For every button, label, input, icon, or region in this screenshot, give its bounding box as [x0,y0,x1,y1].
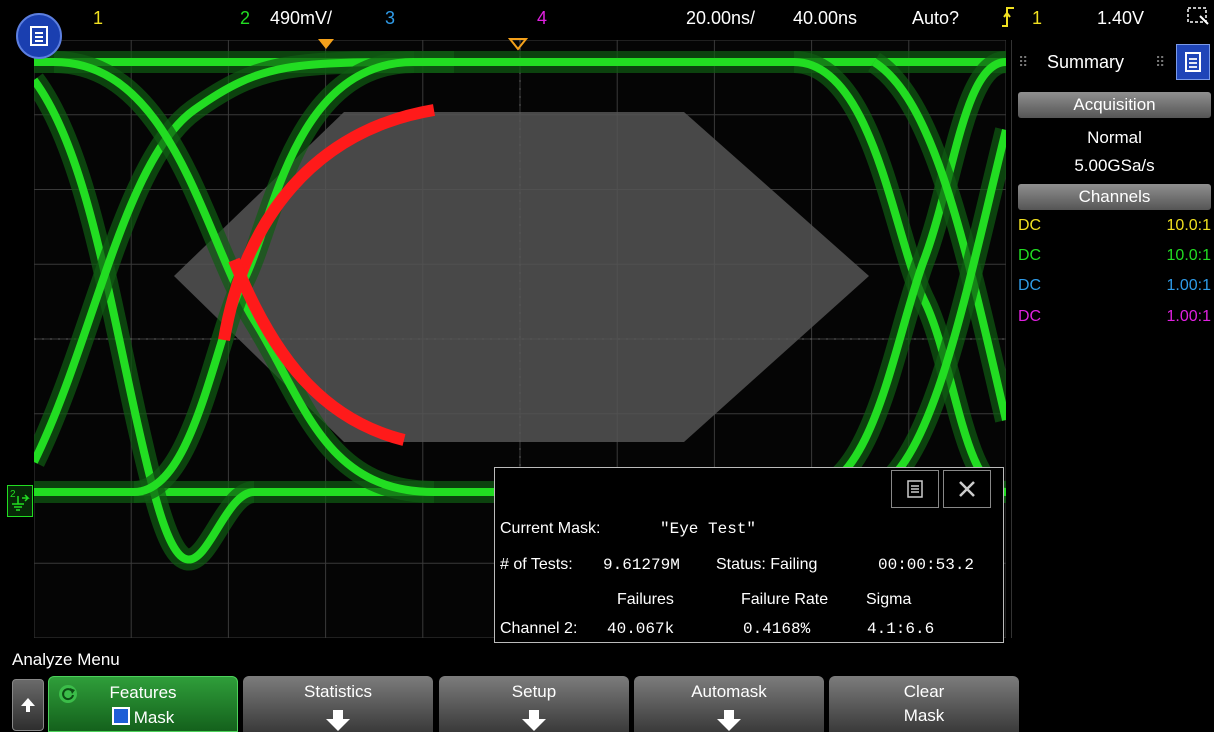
channel-row: DC 10.0:1 [1018,247,1211,265]
features-label: Features [109,683,177,702]
trigger-mode[interactable]: Auto? [912,8,960,28]
acquisition-header: Acquisition [1018,92,1211,118]
panel-menu-button[interactable] [891,470,939,508]
down-arrow-icon [439,710,629,731]
menu-title: Analyze Menu [12,650,120,669]
clear-mask-softkey[interactable]: Clear Mask [829,676,1019,732]
sample-rate: 5.00GSa/s [1074,156,1155,175]
tests-value: 9.61279M [603,556,680,574]
drag-handle-icon[interactable]: ⠿ [1155,54,1166,70]
channel-coupling: DC [1018,217,1042,234]
elapsed-time: 00:00:53.2 [878,556,975,574]
setup-label: Setup [511,682,557,701]
drag-handle-icon[interactable]: ⠿ [1018,54,1029,70]
channel-row: DC 1.00:1 [1018,277,1211,295]
ch3-indicator[interactable]: 3 [385,8,396,28]
channels-header: Channels [1018,184,1211,210]
trace-line [871,58,1010,421]
channel-row: DC 10.0:1 [1018,217,1211,235]
channel-row-label: Channel 2: [500,620,578,637]
failures-header: Failures [617,591,674,608]
channel-coupling: DC [1018,247,1042,264]
failure-rate-value: 0.4168% [743,620,811,638]
clear-label: Clear [903,682,945,701]
trace-line [30,57,455,464]
delay-marker[interactable] [508,37,528,51]
current-mask-value: "Eye Test" [660,520,757,538]
checkbox-icon [111,707,130,725]
ch2-indicator[interactable]: 2 [240,8,251,28]
current-mask-label: Current Mask: [500,520,601,537]
features-softkey[interactable]: Features Mask [48,676,238,732]
sidebar-title[interactable]: Summary [1047,52,1125,72]
failure-rate-header: Failure Rate [741,591,829,608]
close-icon [959,481,975,497]
sigma-header: Sigma [866,591,912,608]
features-sub: Mask [49,707,237,728]
channel-probe: 1.00:1 [1166,277,1211,294]
softkey-bar: Analyze Menu Features Mask Statistics Se… [0,645,1214,732]
setup-softkey[interactable]: Setup [439,676,629,732]
svg-text:2: 2 [10,489,16,500]
ch1-indicator[interactable]: 1 [93,8,104,28]
timebase-value[interactable]: 20.00ns/ [686,8,756,28]
trigger-level[interactable]: 1.40V [1097,8,1145,28]
channel-coupling: DC [1018,308,1042,325]
channel-row: DC 1.00:1 [1018,308,1211,326]
automask-softkey[interactable]: Automask [634,676,824,732]
up-arrow-icon [21,698,35,712]
channel-probe: 10.0:1 [1166,217,1211,234]
selection-box-icon[interactable] [1186,6,1210,33]
mask-results-panel: Current Mask: "Eye Test" # of Tests: 9.6… [494,467,1004,643]
mask-failure-upper [218,104,435,341]
trigger-source[interactable]: 1 [1032,8,1043,28]
clear-sub: Mask [903,706,945,725]
sidebar-menu-button[interactable] [1176,44,1210,80]
close-panel-button[interactable] [943,470,991,508]
trigger-edge-icon [1001,6,1015,33]
ch4-indicator[interactable]: 4 [537,8,548,28]
tests-label: # of Tests: [500,556,573,573]
failures-value: 40.067k [607,620,675,638]
mask-region [174,112,869,442]
rotate-icon [59,685,77,703]
delay-value[interactable]: 40.00ns [793,8,858,28]
menu-icon [30,26,48,46]
trigger-position-marker[interactable] [316,37,336,51]
trace-line [803,58,1007,496]
ground-marker-icon[interactable]: 2 [7,485,33,517]
down-arrow-icon [243,710,433,731]
summary-sidebar: ⠿ Summary ⠿ Acquisition Normal 5.00GSa/s… [1011,40,1214,638]
down-arrow-icon [634,710,824,731]
sigma-value: 4.1:6.6 [867,620,935,638]
status-text: Status: Failing [716,556,818,573]
menu-icon [1185,52,1201,72]
channel-probe: 10.0:1 [1166,247,1211,264]
trace-line [53,58,435,496]
menu-icon [907,480,923,498]
statistics-label: Statistics [303,682,373,701]
back-button[interactable] [12,679,44,731]
channel-probe: 1.00:1 [1166,308,1211,325]
channel-coupling: DC [1018,277,1042,294]
acquisition-mode: Normal [1087,128,1142,147]
statistics-softkey[interactable]: Statistics [243,676,433,732]
features-value: Mask [133,708,175,727]
automask-label: Automask [691,682,767,701]
ch2-scale[interactable]: 490mV/ [270,8,333,28]
mask-failure-lower [228,257,406,446]
status-bar: 1 2 490mV/ 3 4 20.00ns/ 40.00ns Auto? 1 … [0,0,1214,38]
main-menu-button[interactable] [16,13,62,59]
